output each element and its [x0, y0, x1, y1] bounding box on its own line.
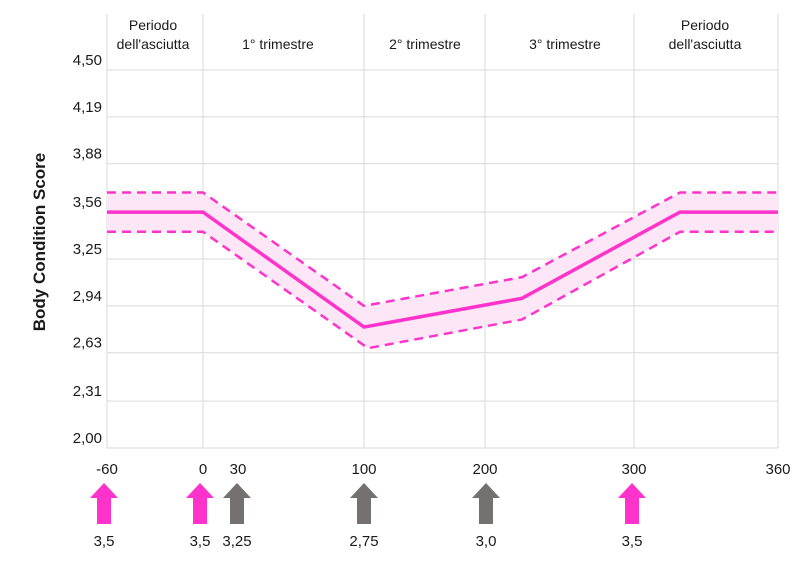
- arrow-up-icon: [186, 483, 214, 524]
- marker-value-label: 3,5: [622, 533, 643, 550]
- marker-value-label: 3,25: [222, 533, 251, 550]
- x-tick-label: 300: [621, 461, 646, 478]
- x-tick-label: 360: [765, 461, 790, 478]
- y-tick-label: 4,50: [73, 52, 102, 69]
- y-tick-label: 3,88: [73, 146, 102, 163]
- header-period-dry-1: Periodo dell'asciutta: [103, 16, 203, 54]
- tolerance-band: [107, 192, 778, 349]
- header-label: dell'asciutta: [668, 36, 742, 52]
- header-trimester-3: 3° trimestre: [490, 35, 640, 54]
- header-label: 1° trimestre: [242, 36, 314, 52]
- header-label: dell'asciutta: [116, 36, 190, 52]
- header-label: 2° trimestre: [389, 36, 461, 52]
- y-tick-label: 4,19: [73, 99, 102, 116]
- arrow-up-icon: [472, 483, 500, 524]
- y-tick-label: 2,31: [73, 383, 102, 400]
- target-line: [107, 210, 778, 329]
- arrow-up-icon: [618, 483, 646, 524]
- x-tick-label: 100: [351, 461, 376, 478]
- y-tick-label: 2,63: [73, 335, 102, 352]
- x-tick-label: -60: [96, 461, 118, 478]
- upper-range-line: [107, 191, 778, 308]
- header-label: 3° trimestre: [529, 36, 601, 52]
- marker-value-label: 3,5: [94, 533, 115, 550]
- header-period-dry-2: Periodo dell'asciutta: [655, 16, 755, 54]
- header-trimester-2: 2° trimestre: [365, 35, 485, 54]
- lower-range-line: [107, 230, 778, 350]
- x-tick-label: 30: [230, 461, 247, 478]
- arrow-up-icon: [90, 483, 118, 524]
- arrow-up-icon: [223, 483, 251, 524]
- y-tick-label: 2,94: [73, 288, 102, 305]
- y-tick-label: 3,25: [73, 241, 102, 258]
- arrow-up-icon: [350, 483, 378, 524]
- header-label: Periodo: [680, 17, 730, 33]
- marker-value-label: 2,75: [349, 533, 378, 550]
- x-tick-label: 200: [472, 461, 497, 478]
- marker-value-label: 3,0: [476, 533, 497, 550]
- header-label: Periodo: [128, 17, 178, 33]
- header-trimester-1: 1° trimestre: [203, 35, 353, 54]
- y-tick-label: 2,00: [73, 430, 102, 447]
- marker-value-label: 3,5: [190, 533, 211, 550]
- x-tick-label: 0: [199, 461, 207, 478]
- y-tick-label: 3,56: [73, 194, 102, 211]
